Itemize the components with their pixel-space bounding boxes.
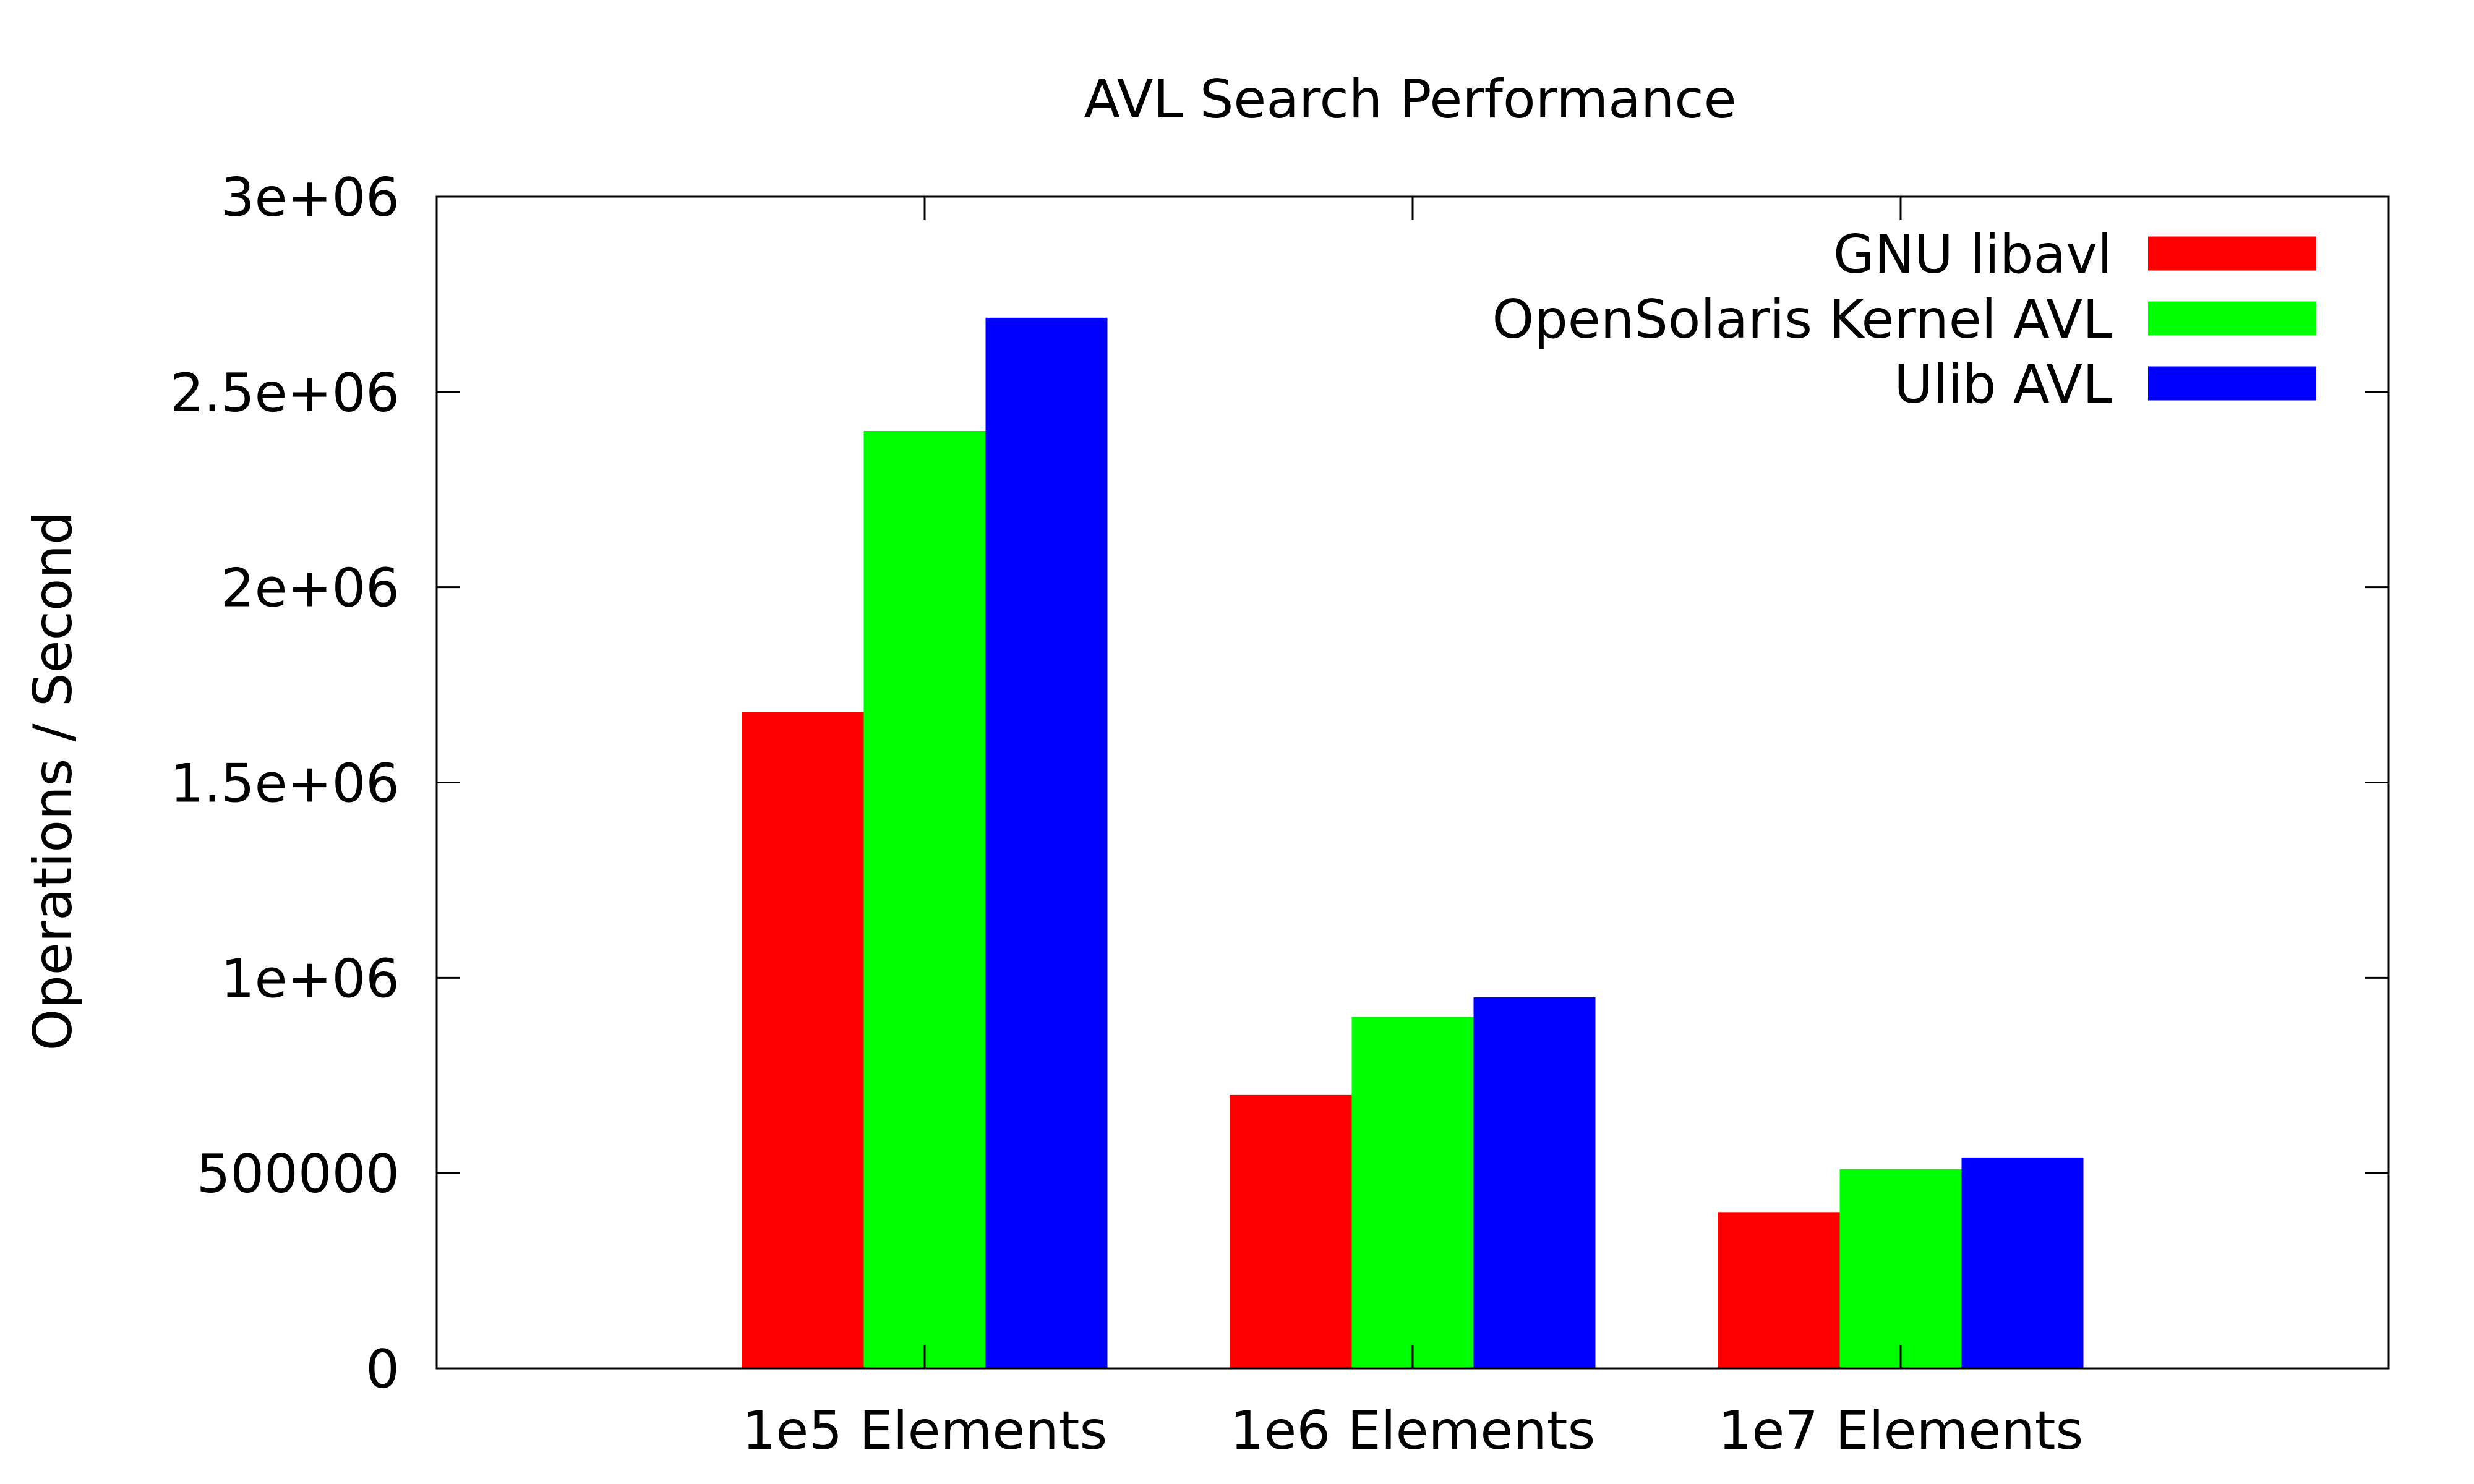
bar-3-series-2: [1839, 1169, 1962, 1368]
y-axis-label: Operations / Second: [22, 511, 84, 1051]
x-tick-label: 1e7 Elements: [1718, 1400, 2084, 1462]
bar-2-series-2: [1351, 1017, 1474, 1368]
bar-3-series-3: [1961, 1157, 2084, 1368]
legend-label: OpenSolaris Kernel AVL: [1492, 289, 2113, 351]
bar-2-series-1: [1230, 1094, 1352, 1368]
bar-3-series-1: [1718, 1212, 1840, 1368]
y-tick-label: 3e+06: [221, 167, 400, 229]
legend-swatch: [2148, 366, 2316, 401]
legend-swatch: [2148, 236, 2316, 271]
plot-frame: [435, 195, 2390, 1370]
x-tick-label: 1e6 Elements: [1230, 1400, 1596, 1462]
chart-title: AVL Search Performance: [1084, 69, 1736, 130]
legend-swatch: [2148, 301, 2316, 336]
axis-ticks-group: 0 500000 1e+06 1.5e+06 2e+06 2.5e+06 3e+06 1e5 …: [170, 167, 2389, 1462]
legend-label: Ulib AVL: [1894, 354, 2112, 416]
y-tick-label: 2e+06: [221, 558, 400, 620]
y-tick-label: 500000: [197, 1143, 400, 1205]
bars-group: [742, 317, 2084, 1368]
y-tick-label: 0: [366, 1339, 400, 1401]
legend-label: GNU libavl: [1833, 224, 2112, 286]
x-tick-label: 1e5 Elements: [742, 1400, 1108, 1462]
bar-1-series-1: [742, 712, 864, 1368]
bar-2-series-3: [1473, 997, 1596, 1368]
bar-1-series-2: [863, 431, 986, 1368]
bar-1-series-3: [985, 317, 1108, 1368]
y-tick-label: 1.5e+06: [170, 753, 400, 815]
y-tick-label: 2.5e+06: [170, 362, 400, 424]
y-tick-label: 1e+06: [221, 948, 400, 1010]
